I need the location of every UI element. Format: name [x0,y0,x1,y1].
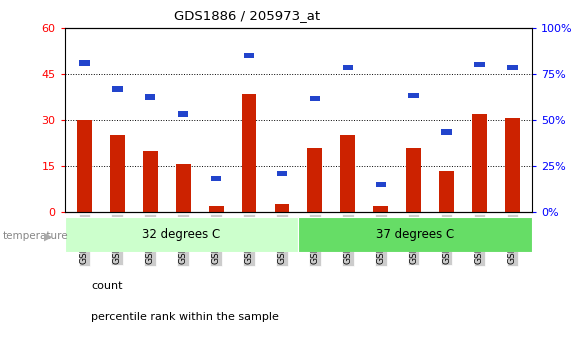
Text: GDS1886 / 205973_at: GDS1886 / 205973_at [174,9,320,22]
Bar [242,94,256,212]
Bar [143,151,158,212]
Text: count: count [91,281,123,290]
Bar [79,60,89,66]
Bar [373,206,388,212]
Bar [275,205,289,212]
Bar [406,148,421,212]
Bar [340,135,355,212]
Text: 37 degrees C: 37 degrees C [376,228,455,241]
Bar [439,171,454,212]
Bar [507,65,517,70]
Bar [505,118,520,212]
Bar [310,96,320,101]
Bar [77,120,92,212]
Bar [211,176,221,181]
Bar [145,94,155,100]
Bar [299,217,532,252]
Bar [65,217,298,252]
Bar [442,129,452,135]
Bar [178,111,188,117]
Text: percentile rank within the sample: percentile rank within the sample [91,312,279,322]
Text: ▶: ▶ [44,231,52,241]
Text: 32 degrees C: 32 degrees C [142,228,220,241]
Bar [244,52,254,58]
Bar [176,165,191,212]
Text: temperature: temperature [3,231,69,241]
Bar [343,65,353,70]
Bar [409,92,419,98]
Bar [376,182,386,187]
Bar [110,135,125,212]
Bar [475,62,485,67]
Bar [472,114,487,212]
Bar [277,171,287,177]
Bar [209,206,223,212]
Bar [308,148,322,212]
Bar [112,86,122,92]
